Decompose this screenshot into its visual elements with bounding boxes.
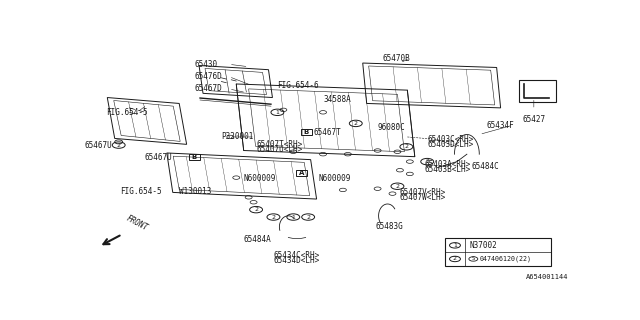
Text: 65434F: 65434F [486, 121, 515, 130]
Text: 65434D<LH>: 65434D<LH> [273, 256, 320, 265]
Text: 2: 2 [453, 256, 457, 261]
Text: 2: 2 [354, 121, 358, 126]
Text: 65403A<RH>: 65403A<RH> [425, 160, 471, 169]
Text: 65470B: 65470B [383, 54, 410, 63]
Text: 2: 2 [396, 184, 399, 189]
Text: 65467D: 65467D [194, 84, 222, 93]
Text: W130013: W130013 [179, 187, 212, 196]
Text: 65403B<LH>: 65403B<LH> [425, 165, 471, 174]
Text: FRONT: FRONT [125, 214, 149, 233]
Text: 65407T<RH>: 65407T<RH> [256, 140, 302, 149]
Text: 2: 2 [271, 214, 275, 220]
Text: 65484C: 65484C [472, 162, 500, 171]
Text: 65467U: 65467U [85, 141, 113, 150]
Text: 2: 2 [306, 214, 310, 220]
Text: B: B [191, 154, 196, 160]
Text: S: S [472, 256, 475, 261]
Text: 34588A: 34588A [323, 95, 351, 104]
Text: 65430: 65430 [194, 60, 217, 69]
Text: FIG.654-6: FIG.654-6 [277, 81, 319, 90]
Text: 65407U<LH>: 65407U<LH> [256, 145, 302, 154]
Text: 1: 1 [291, 214, 295, 220]
Text: 65407V<RH>: 65407V<RH> [400, 188, 446, 197]
Text: 65434C<RH>: 65434C<RH> [273, 251, 320, 260]
Text: 1: 1 [453, 243, 457, 248]
Text: A: A [298, 170, 304, 176]
Text: FIG.654-5: FIG.654-5 [120, 187, 161, 196]
Bar [445, 238, 551, 266]
Text: N37002: N37002 [469, 241, 497, 250]
Text: B: B [303, 129, 309, 135]
Text: 96080C: 96080C [378, 123, 405, 132]
Text: 65403C<RH>: 65403C<RH> [428, 135, 474, 144]
Text: 65467T: 65467T [313, 128, 341, 137]
Text: A654001144: A654001144 [526, 274, 568, 280]
Bar [519, 80, 556, 102]
Text: FIG.654-5: FIG.654-5 [106, 108, 147, 117]
Text: 2: 2 [116, 143, 121, 148]
Text: 65407W<LH>: 65407W<LH> [400, 193, 446, 202]
Text: 047406120(22): 047406120(22) [479, 256, 531, 262]
Text: 2: 2 [404, 144, 408, 149]
Text: P320001: P320001 [221, 132, 253, 141]
Text: 65484A: 65484A [244, 236, 271, 244]
Text: 65403D<LH>: 65403D<LH> [428, 140, 474, 149]
Text: 2: 2 [425, 159, 429, 164]
Text: 65427: 65427 [522, 115, 545, 124]
Text: N600009: N600009 [244, 174, 276, 183]
Text: 65483G: 65483G [375, 222, 403, 231]
Text: 65467U: 65467U [145, 153, 172, 162]
Text: 2: 2 [254, 207, 258, 212]
Text: N600009: N600009 [318, 174, 351, 183]
Text: 65476D: 65476D [194, 72, 222, 81]
Text: 1: 1 [275, 110, 279, 115]
